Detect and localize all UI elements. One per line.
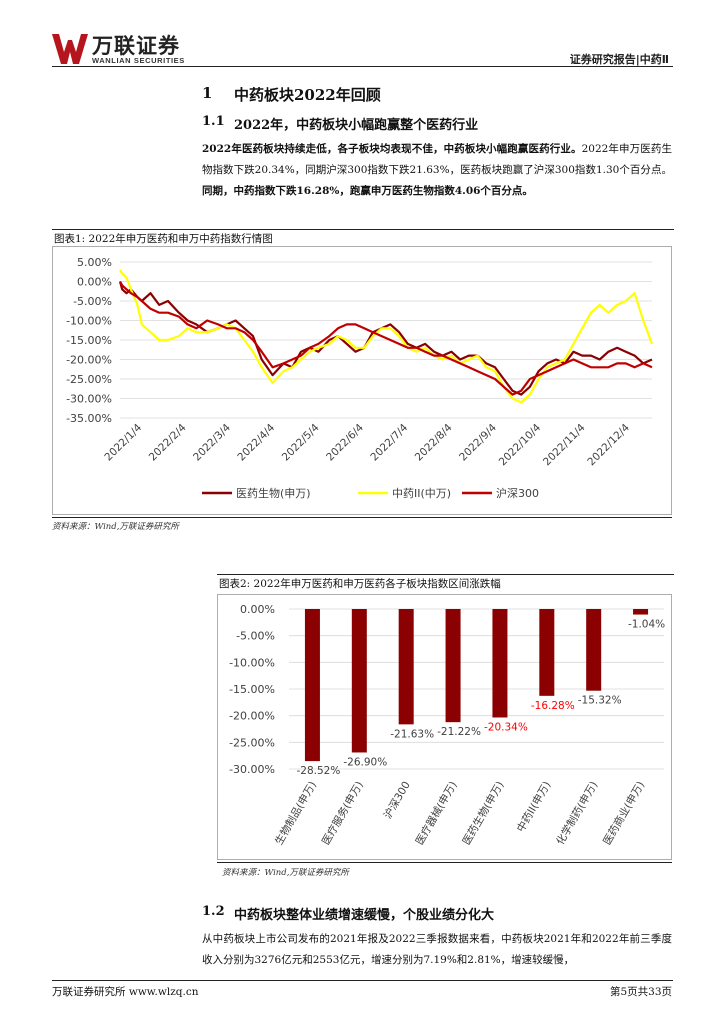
x-tick-label: 2022/5/4 bbox=[280, 421, 322, 463]
x-tick-label: 2022/6/4 bbox=[324, 421, 366, 463]
chart-frame bbox=[217, 594, 672, 860]
y-tick-label: -10.00% bbox=[66, 315, 112, 328]
y-tick-label: -35.00% bbox=[66, 412, 112, 425]
y-tick-label: -20.00% bbox=[229, 710, 275, 723]
bar bbox=[445, 609, 461, 723]
x-tick-label: 2022/10/4 bbox=[497, 421, 544, 468]
legend-label: 沪深300 bbox=[496, 486, 539, 500]
x-tick-label: 2022/12/4 bbox=[585, 421, 632, 468]
figure-1-caption: 图表1: 2022年申万医药和申万中药指数行情图 bbox=[52, 229, 674, 246]
chart-frame bbox=[52, 246, 672, 515]
x-tick-label: 沪深300 bbox=[381, 779, 413, 821]
y-tick-label: 0.00% bbox=[240, 603, 275, 616]
x-tick-label: 医药生物(申万) bbox=[460, 779, 507, 847]
paragraph-1-bold-lead: 2022年医药板块持续走低，各子板块均表现不佳，中药板块小幅跑赢医药行业。 bbox=[202, 143, 582, 155]
header-divider bbox=[52, 66, 673, 67]
x-tick-label: 化学制药(申万) bbox=[553, 779, 600, 847]
y-tick-label: -30.00% bbox=[66, 393, 112, 406]
paragraph-1: 2022年医药板块持续走低，各子板块均表现不佳，中药板块小幅跑赢医药行业。202… bbox=[202, 139, 672, 202]
brand-name-cn: 万联证券 bbox=[92, 34, 180, 58]
y-tick-label: -25.00% bbox=[66, 373, 112, 386]
y-tick-label: 0.00% bbox=[77, 276, 112, 289]
y-tick-label: -10.00% bbox=[229, 656, 275, 669]
data-label: -21.63% bbox=[390, 728, 434, 740]
brand-name-en: WANLIAN SECURITIES bbox=[92, 56, 185, 65]
y-tick-label: -30.00% bbox=[229, 763, 275, 776]
data-label: -26.90% bbox=[343, 756, 387, 768]
x-tick-label: 2022/7/4 bbox=[368, 421, 410, 463]
data-label: -15.32% bbox=[578, 695, 622, 707]
subsection-2-number: 1.2 bbox=[202, 904, 225, 919]
x-tick-label: 医疗器械(申万) bbox=[413, 779, 460, 847]
bar bbox=[586, 609, 602, 691]
bar-chart: 0.00% -5.00% -10.00% -15.00% -20.00% -25.00% -… bbox=[217, 594, 672, 860]
y-tick-label: -15.00% bbox=[66, 334, 112, 347]
legend-label: 医药生物(申万) bbox=[236, 486, 311, 500]
paragraph-2: 从中药板块上市公司发布的2021年报及2022三季报数据来看，中药板块2021年… bbox=[202, 933, 672, 966]
x-tick-label: 2022/11/4 bbox=[541, 421, 588, 468]
bar bbox=[351, 609, 367, 753]
x-tick-label: 2022/3/4 bbox=[191, 421, 233, 463]
x-tick-label: 2022/2/4 bbox=[147, 421, 189, 463]
x-tick-label: 医药商业(申万) bbox=[600, 779, 647, 847]
x-tick-label: 2022/1/4 bbox=[102, 421, 144, 463]
x-tick-label: 中药II(申万) bbox=[514, 779, 553, 834]
y-tick-label: -15.00% bbox=[229, 683, 275, 696]
paragraph-1-body: 2022年申万医药生物指数下跌20.34%，同期沪深300指数下跌21.63%，… bbox=[202, 143, 672, 176]
subsection-title: 2022年，中药板块小幅跑赢整个医药行业 bbox=[234, 118, 479, 133]
footer-divider bbox=[52, 980, 673, 981]
section-number: 1 bbox=[202, 84, 213, 102]
footer-publisher: 万联证券研究所 www.wlzq.cn bbox=[52, 986, 199, 998]
line-chart: 5.00% 0.00% -5.00% -10.00% -15.00% -20.00% -25… bbox=[52, 246, 672, 515]
figure-1-source: 资料来源：Wind,万联证券研究所 bbox=[52, 522, 179, 532]
y-tick-label: -25.00% bbox=[229, 736, 275, 749]
legend-label: 中药II(中万) bbox=[392, 487, 451, 500]
x-tick-label: 2022/9/4 bbox=[457, 421, 499, 463]
subsection-2-title: 中药板块整体业绩增速缓慢，个股业绩分化大 bbox=[234, 908, 495, 923]
figure-2-caption: 图表2: 2022年申万医药和申万医药各子板块指数区间涨跌幅 bbox=[217, 574, 674, 593]
y-tick-label: -5.00% bbox=[73, 295, 112, 308]
y-tick-label: 5.00% bbox=[77, 256, 112, 269]
report-type-label: 证券研究报告|中药Ⅱ bbox=[569, 53, 669, 66]
y-tick-label: -5.00% bbox=[236, 630, 275, 643]
series-line bbox=[119, 280, 653, 396]
brand-logo-icon bbox=[52, 34, 88, 64]
bar bbox=[633, 609, 649, 615]
x-tick-label: 生物制品(申万) bbox=[272, 779, 319, 847]
bar bbox=[492, 609, 508, 718]
page-number: 第5页共33页 bbox=[609, 986, 672, 998]
data-label: -20.34% bbox=[484, 721, 528, 733]
subsection-number: 1.1 bbox=[202, 114, 225, 129]
data-label: -1.04% bbox=[628, 619, 665, 631]
x-tick-label: 2022/8/4 bbox=[413, 421, 455, 463]
bar bbox=[398, 609, 414, 725]
paragraph-1-bold-tail: 同期，中药指数下跌16.28%，跑赢申万医药生物指数4.06个百分点。 bbox=[202, 185, 533, 197]
section-title: 中药板块2022年回顾 bbox=[234, 86, 381, 104]
figure-2-divider bbox=[217, 862, 672, 863]
x-tick-label: 2022/4/4 bbox=[235, 421, 277, 463]
bar bbox=[304, 609, 320, 762]
bar bbox=[539, 609, 555, 696]
data-label: -16.28% bbox=[531, 700, 575, 712]
figure-2-source: 资料来源：Wind,万联证券研究所 bbox=[222, 868, 349, 878]
data-label: -21.22% bbox=[437, 726, 481, 738]
data-label: -28.52% bbox=[297, 765, 341, 777]
series-line bbox=[119, 269, 654, 404]
x-tick-label: 医疗服务(申万) bbox=[319, 779, 366, 847]
y-tick-label: -20.00% bbox=[66, 354, 112, 367]
figure-1-divider bbox=[52, 517, 672, 518]
